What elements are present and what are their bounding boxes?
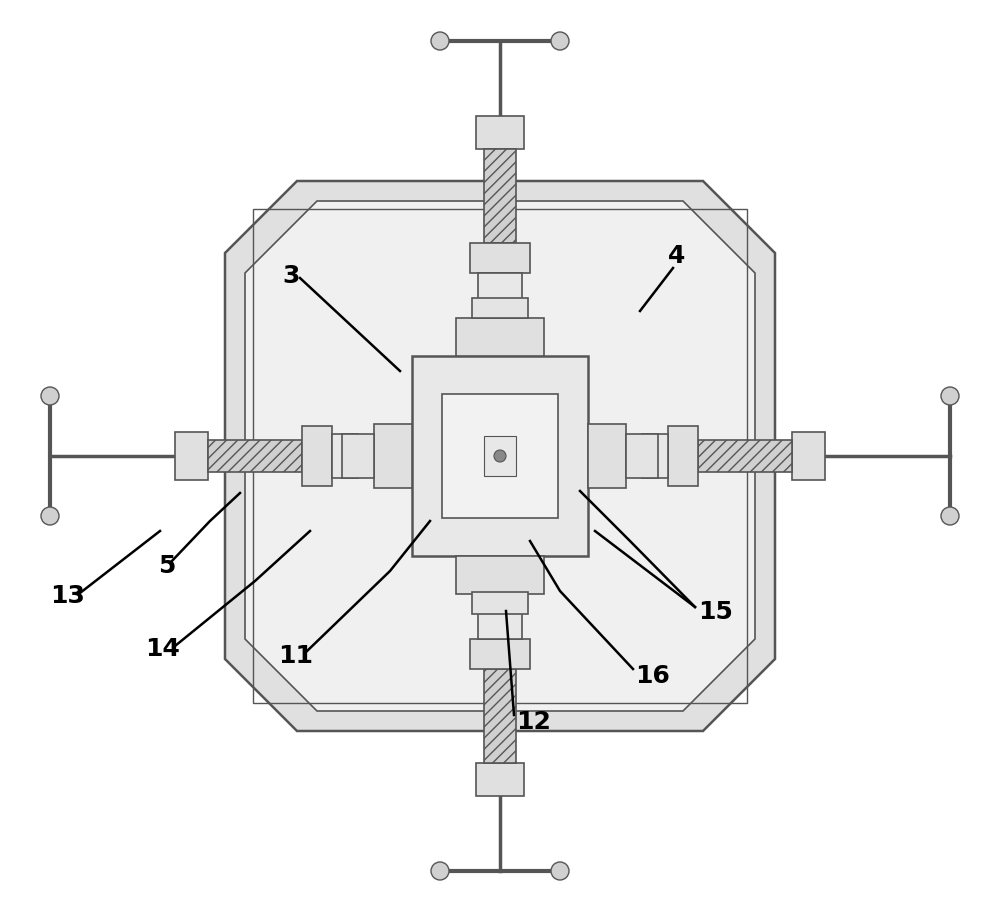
Bar (374, 424, 412, 488)
Bar (470, 243, 530, 273)
Bar (792, 432, 825, 480)
Bar (332, 434, 358, 478)
Bar (642, 434, 668, 478)
Bar (253, 209, 747, 703)
Bar (442, 394, 558, 518)
Bar (484, 669, 516, 763)
Text: 13: 13 (50, 584, 85, 608)
Text: 15: 15 (698, 600, 733, 624)
Bar (626, 434, 658, 478)
Bar (470, 639, 530, 669)
Text: 12: 12 (516, 710, 551, 734)
Circle shape (941, 507, 959, 525)
Bar (698, 440, 792, 472)
Text: 14: 14 (145, 637, 180, 661)
Circle shape (551, 32, 569, 50)
Bar (342, 434, 374, 478)
Bar (456, 318, 544, 356)
Circle shape (431, 862, 449, 880)
Circle shape (941, 387, 959, 405)
Bar (478, 273, 522, 299)
Bar (588, 424, 626, 488)
Text: 4: 4 (668, 244, 685, 268)
Bar (472, 592, 528, 614)
Text: 16: 16 (635, 664, 670, 688)
Circle shape (551, 862, 569, 880)
Bar (668, 426, 698, 486)
Bar (175, 432, 208, 480)
Polygon shape (245, 201, 755, 711)
Bar (456, 556, 544, 594)
Bar (476, 116, 524, 149)
Bar (484, 436, 516, 476)
Circle shape (431, 32, 449, 50)
Bar (208, 440, 302, 472)
Bar (472, 298, 528, 318)
Circle shape (494, 450, 506, 462)
Bar (476, 763, 524, 796)
Circle shape (41, 387, 59, 405)
Text: 5: 5 (158, 554, 175, 578)
Text: 11: 11 (278, 644, 313, 668)
Bar (412, 356, 588, 556)
Polygon shape (225, 181, 775, 731)
Text: 3: 3 (282, 264, 299, 288)
Bar (478, 613, 522, 639)
Circle shape (41, 507, 59, 525)
Bar (484, 149, 516, 243)
Bar (302, 426, 332, 486)
